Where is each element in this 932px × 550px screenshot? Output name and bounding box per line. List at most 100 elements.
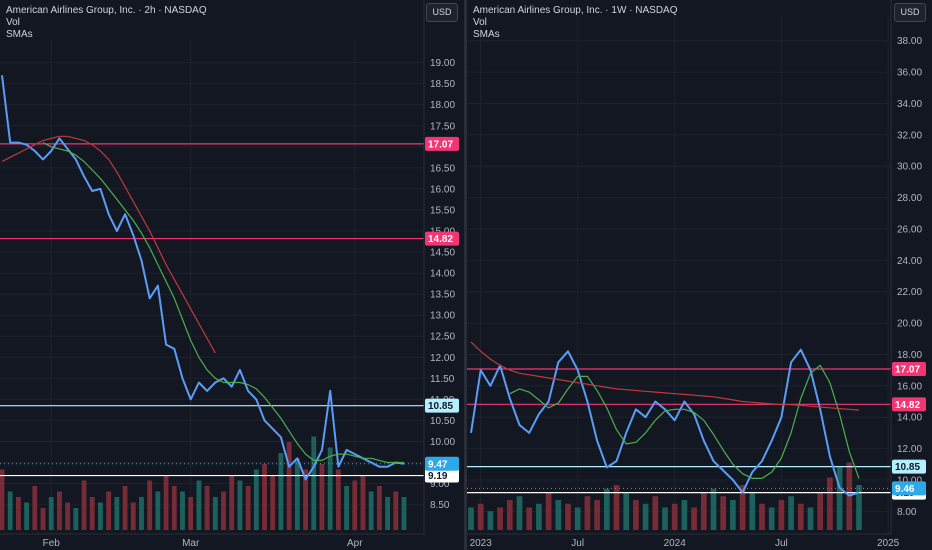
y-tick-label: 10.00	[897, 475, 922, 486]
volume-bar	[555, 500, 562, 530]
y-tick-label: 12.50	[430, 332, 455, 343]
y-tick-label: 18.50	[430, 79, 455, 90]
volume-bar	[584, 496, 591, 530]
price-tag-label: 17.07	[428, 139, 453, 150]
y-tick-label: 17.50	[430, 121, 455, 132]
y-tick-label: 34.00	[897, 99, 922, 110]
volume-bar	[89, 497, 95, 530]
pane-divider[interactable]	[464, 0, 467, 550]
volume-bar	[344, 486, 349, 530]
volume-bar	[114, 497, 120, 530]
y-tick-label: 30.00	[897, 162, 922, 173]
volume-indicator-label[interactable]: Vol	[6, 17, 20, 28]
x-tick-label: 2025	[877, 538, 900, 549]
volume-bar	[836, 466, 843, 530]
volume-bar	[759, 503, 765, 530]
volume-bar	[32, 486, 38, 530]
y-tick-label: 14.50	[430, 248, 455, 259]
volume-bar	[652, 496, 659, 530]
y-tick-label: 32.00	[897, 130, 922, 141]
volume-bar	[98, 502, 103, 530]
symbol-title[interactable]: American Airlines Group, Inc. · 2h · NAS…	[6, 5, 207, 16]
price-tag	[892, 362, 926, 377]
price-tag	[892, 481, 926, 496]
price-tag-label: 14.82	[428, 234, 453, 245]
series-sma-long-line	[470, 341, 860, 411]
y-tick-label: 10.50	[430, 416, 455, 427]
chart-pane-2h[interactable]: 8.509.009.5010.0010.5011.0011.5012.0012.…	[0, 0, 464, 550]
x-tick-label: Mar	[182, 538, 200, 549]
y-tick-label: 28.00	[897, 193, 922, 204]
currency-button[interactable]: USD	[426, 3, 458, 22]
y-tick-label: 12.00	[430, 353, 455, 364]
volume-bar	[40, 508, 46, 530]
volume-bar	[526, 507, 533, 530]
y-tick-label: 20.00	[897, 319, 922, 330]
price-tag	[425, 468, 459, 483]
volume-bar	[245, 486, 251, 530]
volume-bar	[163, 475, 169, 530]
y-tick-label: 22.00	[897, 287, 922, 298]
y-tick-label: 13.00	[430, 311, 455, 322]
volume-bar	[516, 496, 523, 530]
volume-bar	[739, 485, 746, 530]
volume-bar	[642, 503, 649, 530]
volume-bar	[106, 491, 112, 530]
y-tick-label: 36.00	[897, 68, 922, 79]
volume-bar	[594, 500, 600, 530]
time-axis[interactable]	[467, 534, 932, 550]
y-tick-label: 18.00	[897, 350, 922, 361]
volume-bar	[15, 497, 21, 530]
volume-bar	[691, 507, 697, 530]
chart-canvas-1w[interactable]: 8.00 10.00 12.00 14.00 16.00 18.00 20.00 22.00 2…	[467, 0, 932, 550]
volume-bar	[130, 502, 136, 530]
y-tick-label: 14.00	[430, 269, 455, 280]
price-tag-label: 9.19	[428, 471, 448, 482]
y-tick-label: 11.50	[430, 374, 455, 385]
volume-bar	[335, 469, 341, 530]
volume-bar	[565, 503, 571, 530]
volume-bar	[749, 492, 756, 530]
volume-bar	[270, 475, 276, 530]
chart-legend: American Airlines Group, Inc. · 2h · NAS…	[6, 5, 207, 41]
volume-bar	[778, 500, 785, 530]
series-sma-short-line	[42, 142, 404, 464]
volume-bar	[807, 507, 814, 530]
volume-bar	[57, 491, 62, 530]
time-axis[interactable]	[0, 534, 464, 550]
sma-indicator-label[interactable]: SMAs	[473, 29, 500, 40]
volume-bar	[720, 496, 727, 530]
volume-bar	[613, 485, 620, 530]
chart-pane-1w[interactable]: 8.00 10.00 12.00 14.00 16.00 18.00 20.00 22.00 2…	[467, 0, 932, 550]
price-tag-label: 17.07	[895, 365, 920, 376]
volume-indicator-label[interactable]: Vol	[473, 17, 487, 28]
volume-bar	[360, 475, 366, 530]
symbol-title[interactable]: American Airlines Group, Inc. · 1W · NAS…	[473, 5, 678, 16]
y-tick-label: 16.00	[897, 381, 922, 392]
volume-bar	[768, 507, 775, 530]
volume-bar	[147, 480, 153, 530]
volume-bar	[303, 469, 308, 530]
volume-bar	[671, 503, 678, 530]
volume-bar	[204, 486, 210, 530]
price-tag	[425, 398, 459, 413]
currency-button[interactable]: USD	[894, 3, 926, 22]
sma-indicator-label[interactable]: SMAs	[6, 29, 33, 40]
volume-bar	[171, 486, 177, 530]
x-tick-label: Jul	[775, 538, 788, 549]
volume-bar	[797, 503, 804, 530]
volume-bar	[401, 497, 407, 530]
volume-bar	[487, 511, 494, 530]
chart-canvas-2h[interactable]: 8.509.009.5010.0010.5011.0011.5012.0012.…	[0, 0, 464, 550]
volume-bar	[180, 491, 185, 530]
volume-bar	[662, 507, 668, 530]
price-axis[interactable]	[891, 0, 932, 550]
volume-bar	[506, 500, 513, 530]
volume-bar	[788, 496, 794, 530]
price-tag-label: 10.85	[428, 401, 453, 412]
price-tag-label: 14.82	[895, 400, 920, 411]
price-tag-label: 9.46	[895, 484, 915, 495]
price-tag	[425, 231, 459, 246]
volume-bar	[574, 507, 581, 530]
volume-bar	[229, 475, 235, 530]
